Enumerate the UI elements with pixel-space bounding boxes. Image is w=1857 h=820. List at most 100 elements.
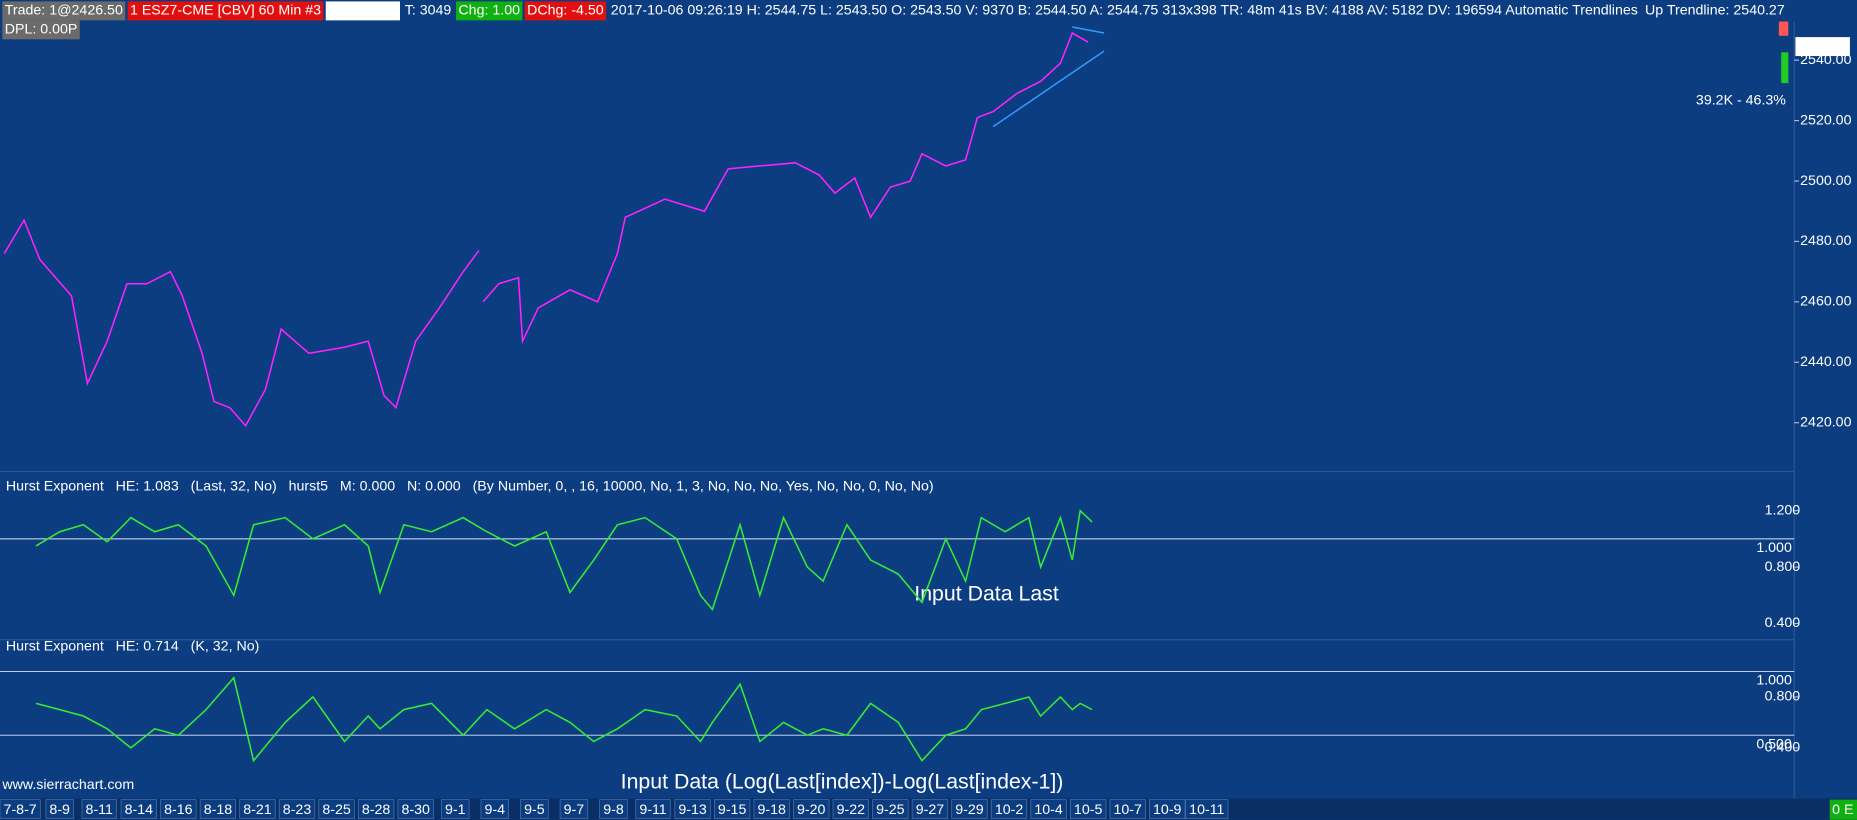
dpl-label: DPL: 0.00P [5,22,78,38]
date-label-bg [358,799,395,819]
panel-title: HE: 0.714 [116,639,179,655]
date-label: 8-16 [164,802,193,818]
panel-title: Hurst Exponent [6,479,104,495]
date-label: 8-11 [86,802,113,818]
reference-label: 1.000 [1756,540,1792,556]
date-label-bg [635,799,671,819]
panel-title: N: 0.000 [407,479,461,495]
y-tick-label: 2420.00 [1800,414,1851,430]
date-label: 9-8 [603,802,624,818]
date-label-bg [1070,799,1107,819]
date-label: 7-8-7 [4,802,37,818]
date-label: 9-11 [639,802,666,818]
date-label-bg [45,799,74,819]
trendline [992,50,1105,128]
header-item: 2017-10-06 09:26:19 H: 2544.75 L: 2543.5… [611,3,1638,19]
date-label: 8-30 [401,802,430,818]
dpl-label-bg [2,20,80,40]
date-label: 9-15 [718,802,747,818]
y-tick-label: 0.800 [1765,689,1801,705]
annotation: Input Data Last [914,581,1059,605]
date-label: 8-18 [204,802,233,818]
volume-profile [1778,21,1789,36]
date-label: 9-13 [678,802,707,818]
panel-title: (K, 32, No) [191,639,260,655]
date-label-bg [1109,799,1146,819]
header-item: C: 2544.50 [328,3,398,19]
annotation: Input Data (Log(Last[index])-Log(Last[in… [621,770,1064,794]
date-label-bg [559,799,589,819]
date-label: 9-5 [524,802,545,818]
date-label: 9-29 [955,802,984,818]
series-line [3,31,1089,428]
y-tick-label: 2480.00 [1800,233,1851,249]
site-label: www.sierrachart.com [1,777,134,793]
y-tick-label: 2440.00 [1800,354,1851,370]
date-label: 9-1 [445,802,466,818]
date-label-bg [81,799,117,819]
date-label: 8-21 [243,802,272,818]
date-label-bg [480,799,509,819]
date-label: 10-4 [1034,802,1063,818]
date-label-bg [674,799,711,819]
date-label-bg [832,799,869,819]
trendline [1072,26,1105,34]
date-label: 9-25 [876,802,905,818]
date-label: 10-2 [995,802,1024,818]
date-label-bg [318,799,355,819]
y-tick-label: 2460.00 [1800,294,1851,310]
y-tick-label: 0.400 [1765,740,1801,756]
date-label: 9-27 [916,802,945,818]
panel-title: hurst5 [289,479,329,495]
date-label-bg [278,799,316,819]
y-tick-label: 0.400 [1765,615,1801,631]
date-label: 10-11 [1189,802,1224,818]
date-label-bg [599,799,628,819]
date-label-bg [120,799,157,819]
last-price-label: 2544.50 [1798,38,1849,54]
date-label-bg [1185,799,1229,819]
volume-label: 39.2K - 46.3% [1696,93,1786,109]
date-label: 9-22 [837,802,866,818]
header-item: Trade: 1@2426.50 [5,3,123,19]
date-label-bg [199,799,237,819]
date-label: 8-14 [125,802,154,818]
y-tick-label: 2500.00 [1800,173,1851,189]
y-tick-label: 2520.00 [1800,112,1851,128]
date-label: 8-23 [283,802,312,818]
date-label-bg [397,799,434,819]
panel-title: (Last, 32, No) [191,479,277,495]
header-item-bg [2,1,126,21]
date-label-bg [990,799,1028,819]
series-line [35,676,1093,763]
header-item: Up Trendline: 2540.27 [1645,3,1785,19]
header-item-bg [127,1,324,21]
date-label: 9-18 [757,802,786,818]
date-label-bg [872,799,909,819]
date-label: 10-9 [1153,802,1182,818]
panel-title: M: 0.000 [340,479,395,495]
header-item-bg [456,1,523,21]
date-label-bg [714,799,751,819]
last-price-box [1795,37,1850,57]
header-item: 1 ESZ7-CME [CBV] 60 Min #3 [130,3,321,19]
date-label: 8-9 [49,802,70,818]
date-label-bg [1149,799,1186,819]
date-label-bg [160,799,197,819]
panel-title: Hurst Exponent [6,639,104,655]
panel-title: (By Number, 0, , 16, 10000, No, 1, 3, No… [473,479,934,495]
date-label-bg [951,799,988,819]
volume-profile [1781,52,1789,84]
reference-label: 1.000 [1756,673,1792,689]
date-label-bg [1030,799,1067,819]
y-tick-label: 0.800 [1765,559,1801,575]
date-label: 10-7 [1113,802,1142,818]
date-label: 9-7 [564,802,585,818]
date-label: 8-28 [362,802,391,818]
header-item-bg [524,1,607,21]
reference-label: 0.500 [1756,736,1792,752]
date-label-bg [793,799,830,819]
date-label-bg [911,799,949,819]
